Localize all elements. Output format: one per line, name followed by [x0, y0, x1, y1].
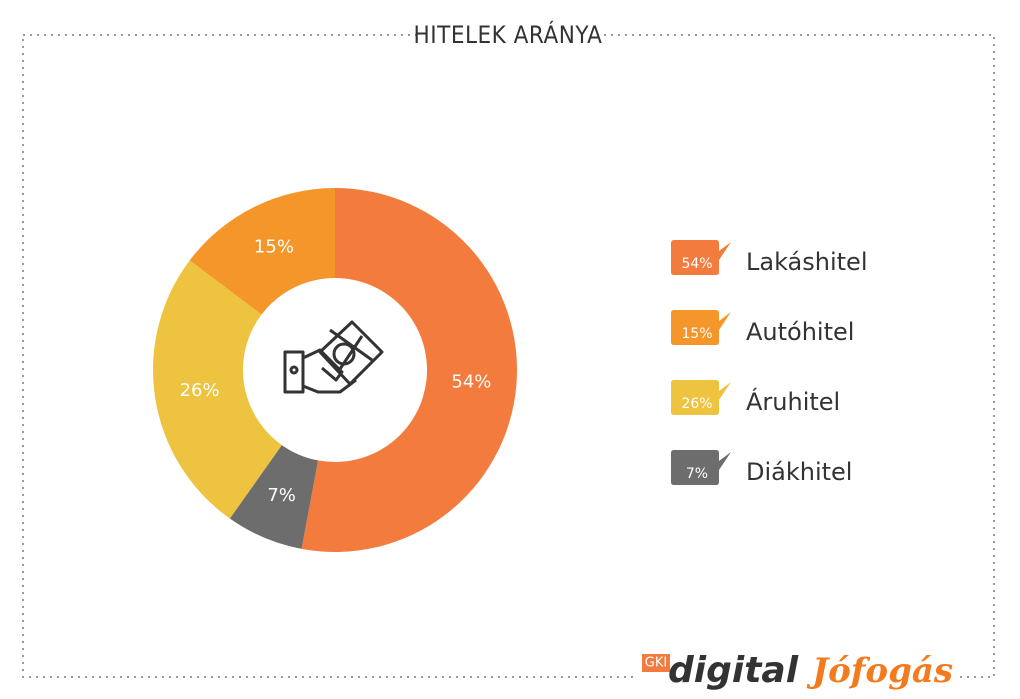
gki-badge — [642, 654, 670, 672]
segment-label: 15% — [254, 236, 294, 257]
title-backdrop — [420, 18, 596, 52]
legend-swatch — [671, 380, 731, 415]
legend-swatch — [671, 450, 731, 485]
legend-value: 7% — [686, 466, 708, 482]
center-icon — [283, 320, 384, 394]
legend-label: Autóhitel — [746, 318, 854, 346]
donut-segment — [153, 260, 282, 519]
chart-title: HITELEK ARÁNYA — [414, 20, 603, 49]
donut: 54% 7% 26% 15% — [153, 188, 517, 552]
legend-value: 26% — [681, 396, 712, 412]
legend-label: Lakáshitel — [746, 248, 868, 276]
legend-swatch — [671, 310, 731, 345]
segment-label: 26% — [180, 380, 220, 401]
donut-segment — [301, 188, 517, 552]
legend-label: Diákhitel — [746, 458, 852, 486]
segment-label: 54% — [451, 372, 491, 393]
segment-label: 7% — [267, 485, 296, 506]
gki-logo: GKI — [645, 656, 667, 671]
donut-segment — [189, 188, 335, 315]
legend-value: 15% — [681, 326, 712, 342]
digital-logo: digital — [668, 650, 799, 691]
legend-value: 54% — [681, 256, 712, 272]
donut-segment — [229, 445, 319, 549]
legend-swatch — [671, 240, 731, 275]
jofogas-logo: Jófogás — [806, 651, 953, 691]
logo-backdrop — [636, 648, 956, 694]
legend: 54% Lakáshitel 15% Autóhitel 26% Áruhitel 7% Di… — [671, 240, 868, 486]
frame — [22, 34, 995, 678]
legend-label: Áruhitel — [746, 387, 840, 416]
